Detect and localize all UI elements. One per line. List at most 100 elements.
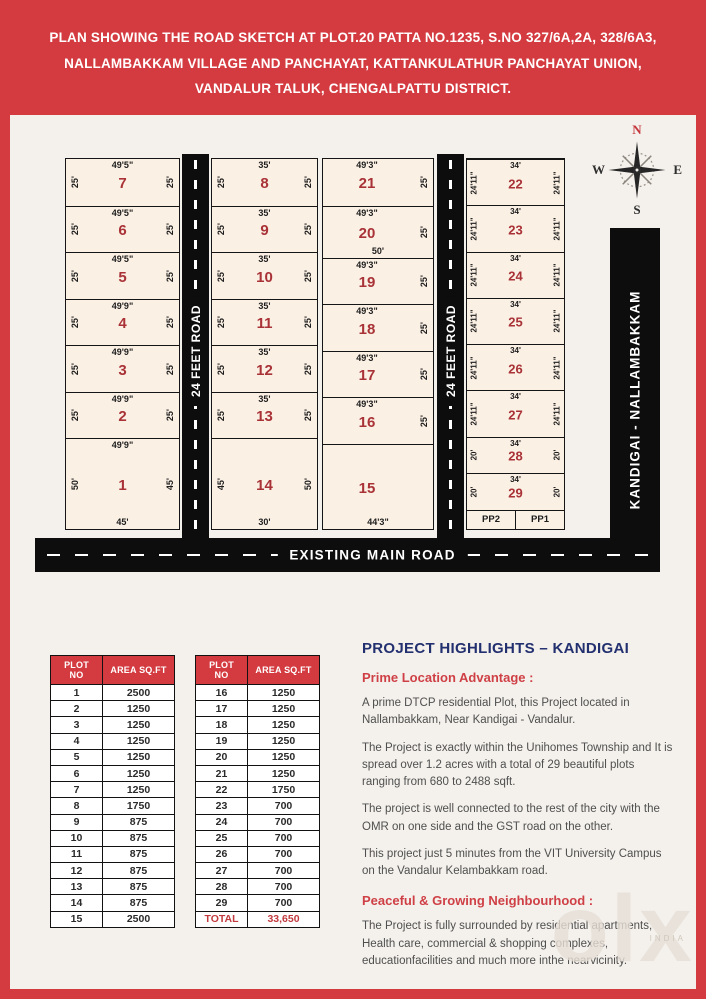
- road-24ft-left: 24 FEET ROAD: [182, 154, 209, 548]
- plot-number: 18: [358, 320, 376, 338]
- plot-dim-right: 20': [552, 486, 562, 498]
- plot-dim-right: 25': [419, 275, 429, 288]
- table-total-row: TOTAL 33,650: [195, 910, 320, 928]
- plot-cell: 49'5" 25' 5 25': [66, 252, 179, 299]
- plot-cell: 34' 24'11" 22 24'11": [467, 159, 564, 206]
- cell-area: 1250: [247, 748, 320, 766]
- kandigai-nallambakkam-road: KANDIGAI - NALLAMBAKKAM: [610, 228, 660, 572]
- cell-area: 700: [247, 862, 320, 880]
- cell-area: 1250: [102, 732, 175, 750]
- plot-dim-bottom: 50': [371, 245, 385, 256]
- plot-cell: 49'9" 25' 4 25': [66, 298, 179, 345]
- plot-dim-top: 49'3": [356, 160, 378, 170]
- plot-dim-right: 25': [419, 176, 429, 189]
- plot-dim-right: 24'11": [552, 171, 562, 195]
- table-row: 3 1250: [50, 716, 175, 734]
- title-line-2: NALLAMBAKKAM VILLAGE AND PANCHAYAT, KATT…: [64, 55, 642, 71]
- table-row: 2 1250: [50, 700, 175, 718]
- cell-plot-no: 21: [195, 764, 248, 783]
- cell-area: 700: [247, 878, 320, 896]
- table-row: 9 875: [50, 813, 175, 831]
- plot-column-1: 49'5" 25' 7 25' 49'5" 25' 6 25': [65, 158, 180, 530]
- pp1-cell: PP1: [515, 511, 564, 529]
- plot-dim-right: 20': [552, 449, 562, 461]
- plot-dim-top: 34': [510, 207, 521, 217]
- cell-area: 1250: [247, 683, 320, 702]
- plot-dim-right: 25': [419, 225, 429, 239]
- cell-plot-no: 4: [50, 732, 103, 750]
- cell-area: 700: [247, 829, 320, 847]
- plot-number: 1: [118, 476, 127, 494]
- plot-number: 26: [508, 361, 523, 377]
- plot-dim-right: 24'11": [552, 263, 562, 287]
- plot-number: 28: [508, 449, 523, 465]
- table-row: 22 1750: [195, 781, 320, 799]
- plot-number: 5: [118, 268, 127, 286]
- plot-cell: 49'3" 16 25': [323, 397, 433, 444]
- cell-plot-no: 25: [195, 829, 248, 847]
- cell-area: 875: [102, 862, 175, 880]
- plot-cell: 35' 25' 8 25': [212, 159, 317, 206]
- cell-plot-no: 16: [195, 683, 248, 702]
- table-row: 24 700: [195, 813, 320, 831]
- table-row: 27 700: [195, 862, 320, 880]
- plot-dim-right: 25': [303, 362, 313, 375]
- plot-number: 7: [118, 175, 127, 193]
- table-row: 12 875: [50, 862, 175, 880]
- cell-area: 700: [247, 797, 320, 815]
- table-header-area: AREA SQ.FT: [247, 655, 320, 685]
- plot-dim-top: 49'5": [111, 254, 134, 264]
- pp-row: PP2 PP1: [467, 510, 564, 529]
- plot-dim-right: 24'11": [552, 356, 562, 380]
- plot-number: 16: [358, 413, 376, 431]
- plot-number: 12: [256, 361, 273, 379]
- highlight-paragraph: This project just 5 minutes from the VIT…: [362, 847, 662, 877]
- plot-dim-top: 34': [510, 161, 521, 170]
- table-row: 5 1250: [50, 748, 175, 766]
- plot-dim-right: 25': [303, 176, 313, 189]
- compass-south: S: [633, 202, 641, 217]
- plot-dim-right: 25': [303, 269, 313, 282]
- project-highlights: PROJECT HIGHLIGHTS – KANDIGAI Prime Loca…: [362, 640, 674, 970]
- compass-east: E: [673, 162, 682, 177]
- site-plan: N E S W 49'5" 25' 7 25' 49'5": [10, 112, 696, 582]
- title-line-3: VANDALUR TALUK, CHENGALPATTU DISTRICT.: [194, 81, 512, 97]
- plot-cell: 35' 25' 12 25': [212, 345, 317, 392]
- title-line-1: PLAN SHOWING THE ROAD SKETCH AT PLOT.20 …: [49, 30, 657, 45]
- plot-area-table-2: PLOT NO AREA SQ.FT 16 1250 17 1250: [195, 655, 320, 928]
- plot-dim-top: 49'9": [111, 440, 134, 450]
- table-row: 14 875: [50, 894, 175, 912]
- table-row: 10 875: [50, 829, 175, 847]
- plot-dim-right: 25': [303, 316, 313, 329]
- highlights-title: PROJECT HIGHLIGHTS – KANDIGAI: [362, 640, 630, 657]
- plot-cell: 49'5" 25' 7 25': [66, 159, 179, 206]
- cell-plot-no: 12: [50, 862, 103, 880]
- road-24ft-right: 24 FEET ROAD: [437, 154, 464, 548]
- plot-cell: 34' 24'11" 24 24'11": [467, 251, 564, 298]
- cell-plot-no: 8: [50, 797, 103, 815]
- plot-number: 10: [256, 268, 273, 286]
- plot-cell: 49'9" 50' 1 45' 45': [66, 438, 179, 529]
- plot-cell: 35' 25' 11 25': [212, 298, 317, 345]
- plot-number: 19: [358, 274, 376, 292]
- plot-number: 22: [508, 176, 523, 192]
- compass-west: W: [592, 162, 605, 177]
- table-row: 15 2500: [50, 910, 175, 928]
- plot-dim-right: 25': [303, 409, 313, 422]
- plot-column-3: 49'3" 21 25' 49'3" 20 25' 50': [322, 158, 434, 530]
- plot-number: 24: [508, 268, 523, 284]
- plot-dim-bottom: 44'3": [367, 517, 389, 527]
- table-row: 1 2500: [50, 683, 175, 702]
- cell-area: 1250: [102, 781, 175, 799]
- table-header-area: AREA SQ.FT: [102, 655, 175, 685]
- plot-number: 29: [508, 485, 523, 501]
- plot-dim-top: 49'3": [356, 399, 378, 409]
- cell-plot-no: 17: [195, 700, 248, 718]
- plot-dim-top: 49'3": [356, 352, 378, 363]
- cell-plot-no: 2: [50, 700, 103, 718]
- plot-cell: 34' 20' 29 20': [467, 473, 564, 511]
- cell-plot-no: 29: [195, 894, 248, 912]
- road-label: EXISTING MAIN ROAD: [277, 547, 468, 563]
- highlight-paragraph: The Project is fully surrounded by resid…: [362, 920, 653, 967]
